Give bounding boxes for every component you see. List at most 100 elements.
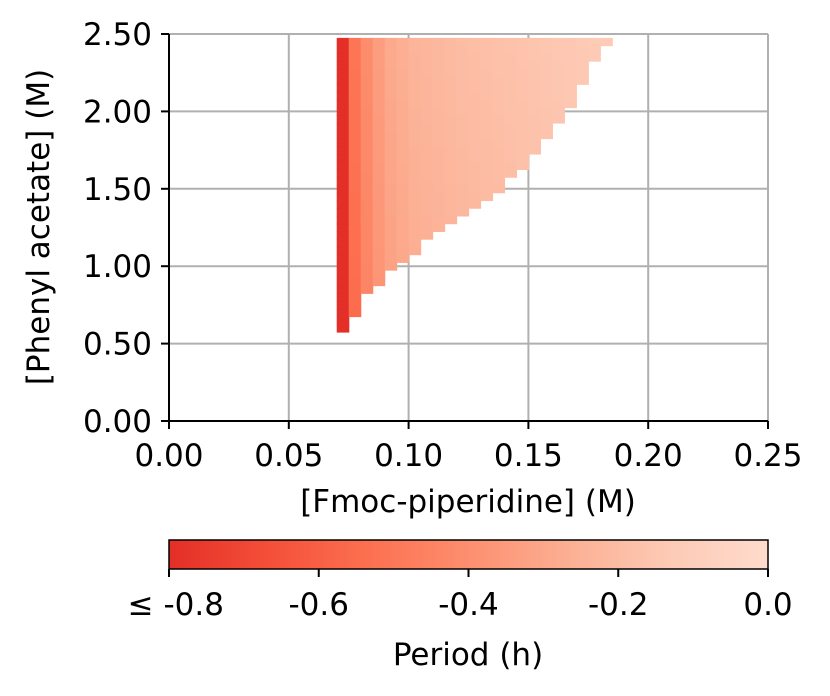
- heatmap-cell: [336, 169, 350, 178]
- heatmap-cell: [408, 208, 422, 217]
- heatmap-cell: [420, 37, 434, 47]
- heatmap-cell: [372, 146, 386, 155]
- heatmap-cell: [336, 138, 350, 147]
- heatmap-cell: [528, 138, 541, 147]
- heatmap-cell: [516, 61, 529, 70]
- heatmap-cell: [384, 200, 398, 209]
- heatmap-cell: [360, 107, 374, 116]
- heatmap-cell: [468, 76, 482, 85]
- x-tick-label: 0.15: [494, 438, 563, 474]
- heatmap-cell: [588, 53, 601, 62]
- heatmap-cell: [348, 84, 362, 93]
- heatmap-cell: [348, 53, 362, 62]
- heatmap-cell: [420, 208, 434, 217]
- heatmap-cell: [468, 92, 482, 101]
- heatmap-cell: [348, 223, 362, 232]
- heatmap-cell: [348, 285, 362, 294]
- heatmap-cell: [480, 107, 494, 116]
- heatmap-cell: [348, 239, 362, 248]
- x-axis-label: [Fmoc-piperidine] (M): [300, 484, 636, 520]
- heatmap-cell: [348, 68, 362, 78]
- heatmap-cell: [468, 130, 482, 140]
- heatmap-cell: [432, 76, 446, 85]
- heatmap-cell: [468, 184, 482, 194]
- heatmap-cell: [372, 61, 386, 70]
- heatmap-cell: [408, 115, 422, 124]
- heatmap-cell: [360, 270, 374, 279]
- heatmap-cell: [336, 92, 350, 101]
- heatmap-cell: [384, 84, 398, 93]
- heatmap-cell: [480, 153, 494, 163]
- heatmap-cell: [348, 192, 362, 202]
- heatmap-cell: [372, 76, 386, 85]
- heatmap-cell: [360, 161, 374, 171]
- heatmap-cell: [408, 184, 422, 194]
- heatmap-cell: [384, 53, 398, 62]
- heatmap-cell: [492, 84, 506, 93]
- heatmap-cell: [504, 146, 518, 155]
- heatmap-cell: [396, 239, 410, 248]
- heatmap-cell: [372, 254, 386, 263]
- heatmap-cell: [348, 153, 362, 163]
- heatmap-cell: [576, 76, 589, 85]
- heatmap-cell: [348, 123, 362, 132]
- heatmap-cell: [552, 53, 565, 62]
- heatmap-cell: [336, 270, 350, 279]
- heatmap-cell: [468, 138, 482, 147]
- heatmap-cell: [348, 262, 362, 271]
- heatmap-cell: [456, 92, 470, 101]
- heatmap-cell: [396, 53, 410, 62]
- heatmap-cell: [504, 153, 518, 163]
- heatmap-cell: [336, 324, 350, 333]
- heatmap-cell: [444, 76, 458, 85]
- y-tick-label: 0.00: [83, 404, 152, 440]
- heatmap-cell: [420, 200, 434, 209]
- heatmap-cell: [336, 99, 350, 109]
- heatmap-cell: [444, 99, 458, 109]
- heatmap-cell: [540, 130, 553, 140]
- heatmap-cell: [360, 231, 374, 240]
- heatmap-cell: [456, 76, 470, 85]
- heatmap-cell: [528, 123, 541, 132]
- heatmap-cell: [516, 123, 529, 132]
- heatmap-cell: [360, 223, 374, 232]
- heatmap-cell: [432, 161, 446, 171]
- heatmap-cell: [396, 37, 410, 47]
- heatmap-cell: [516, 53, 529, 62]
- heatmap-cell: [336, 115, 350, 124]
- heatmap-cell: [336, 45, 350, 54]
- heatmap-cell: [516, 37, 529, 47]
- heatmap-cell: [372, 208, 386, 217]
- heatmap-cell: [396, 184, 410, 194]
- heatmap-cell: [468, 107, 482, 116]
- heatmap-cell: [432, 146, 446, 155]
- heatmap-cell: [396, 215, 410, 225]
- heatmap-cell: [576, 61, 589, 70]
- heatmap-cell: [372, 270, 386, 279]
- colorbar-label: Period (h): [393, 637, 543, 673]
- heatmap-cell: [372, 231, 386, 240]
- heatmap-cell: [456, 99, 470, 109]
- heatmap-cell: [420, 161, 434, 171]
- heatmap-cell: [492, 45, 506, 54]
- heatmap-cell: [528, 61, 541, 70]
- heatmap-cell: [432, 192, 446, 202]
- heatmap-cell: [336, 254, 350, 263]
- heatmap-cell: [384, 76, 398, 85]
- heatmap-cell: [348, 301, 362, 310]
- colorbar-tick-label: -0.2: [588, 587, 649, 623]
- heatmap-cell: [360, 277, 374, 287]
- heatmap-cell: [516, 161, 529, 171]
- heatmap-cell: [372, 45, 386, 54]
- heatmap-cell: [360, 115, 374, 124]
- heatmap-cell: [336, 61, 350, 70]
- heatmap-cell: [480, 192, 494, 202]
- heatmap-cell: [588, 45, 601, 54]
- heatmap-cell: [408, 92, 422, 101]
- heatmap-cell: [396, 246, 410, 256]
- colorbar-tick-label: 0.0: [743, 587, 792, 623]
- heatmap-cell: [348, 130, 362, 140]
- heatmap-cell: [396, 84, 410, 93]
- heatmap-cell: [408, 153, 422, 163]
